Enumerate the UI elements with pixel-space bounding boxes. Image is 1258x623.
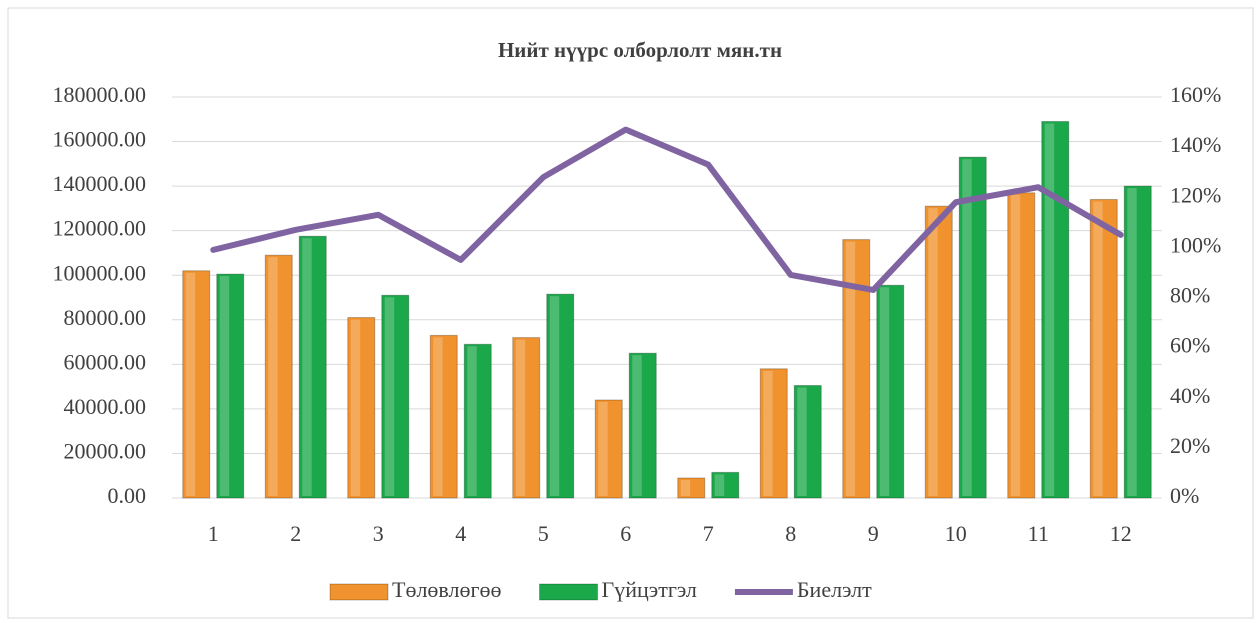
y-tick-label: 0.00 [108,483,147,508]
bar [1123,185,1152,499]
x-tick-label: 9 [868,521,879,546]
y2-tick-label: 20% [1170,433,1210,458]
bar [216,273,245,499]
y-tick-label: 140000.00 [53,171,147,196]
bar [298,235,327,499]
bar [546,293,575,499]
x-tick-label: 6 [620,521,631,546]
bar [463,343,492,499]
y2-tick-label: 100% [1170,232,1221,257]
x-tick-label: 2 [290,521,301,546]
y-tick-label: 160000.00 [53,127,147,152]
bar-highlight [632,355,642,496]
bar-highlight [962,159,972,496]
y-tick-label: 40000.00 [64,394,147,419]
y-tick-label: 180000.00 [53,82,147,107]
bar [711,471,740,499]
line [210,126,1124,293]
bar [594,399,623,499]
bar [347,317,376,499]
x-tick-label: 5 [538,521,549,546]
bar-highlight [763,370,773,496]
bar-highlight [598,401,608,496]
bar [628,352,657,499]
bar [759,368,788,499]
x-tick-label: 7 [703,521,714,546]
y2-tick-label: 60% [1170,333,1210,358]
chart-title: Нийт нүүрс олборлолт мян.тн [498,38,782,62]
y-tick-label: 80000.00 [64,305,147,330]
bar-highlight [1127,188,1137,496]
bar-highlight [219,276,230,496]
y-tick-label: 100000.00 [53,260,147,285]
bar-highlight [1010,194,1021,497]
bar [924,205,953,499]
bar [793,384,822,499]
bar-highlight [1044,123,1055,496]
bar [429,334,458,499]
x-tick-label: 8 [785,521,796,546]
bar [182,270,211,499]
bar-highlight [797,387,807,496]
y2-tick-label: 0% [1170,483,1199,508]
legend-swatch [539,583,599,601]
x-tick-label: 3 [373,521,384,546]
bar [381,294,410,499]
y-tick-label: 120000.00 [53,216,147,241]
x-tick-label: 4 [455,521,466,546]
y2-tick-label: 120% [1170,182,1221,207]
bar [876,284,905,499]
x-tick-label: 11 [1028,521,1049,546]
bar [512,337,541,499]
legend-swatch [329,583,389,601]
bar-highlight [845,241,856,496]
y2-tick-label: 160% [1170,82,1221,107]
y-tick-label: 60000.00 [64,349,147,374]
bar-highlight [433,337,443,496]
bar-highlight [515,339,526,496]
legend-label: Биелэлт [797,577,872,602]
bar [1041,121,1070,499]
x-tick-label: 10 [945,521,967,546]
x-tick-label: 1 [208,521,219,546]
bar-highlight [879,287,890,496]
bar-highlight [467,346,477,496]
bar-highlight [549,296,560,496]
bar [958,156,987,499]
y2-tick-label: 140% [1170,132,1221,157]
bar-highlight [302,238,312,496]
bar-highlight [680,479,691,496]
y2-tick-label: 40% [1170,383,1210,408]
bar-highlight [350,319,361,496]
bar [1007,192,1036,499]
bar-highlight [1093,201,1103,496]
bar-highlight [714,474,725,496]
bar-highlight [185,272,196,496]
bar-highlight [268,257,278,496]
legend-label: Гүйцэтгэл [602,577,697,602]
bar [1089,198,1118,499]
bar [264,254,293,499]
legend-label: Төлөвлөгөө [392,577,502,602]
y-tick-label: 20000.00 [64,438,147,463]
x-tick-label: 12 [1110,521,1132,546]
y2-tick-label: 80% [1170,283,1210,308]
bar [677,477,706,499]
bar-highlight [928,208,938,496]
bar-highlight [384,297,395,496]
